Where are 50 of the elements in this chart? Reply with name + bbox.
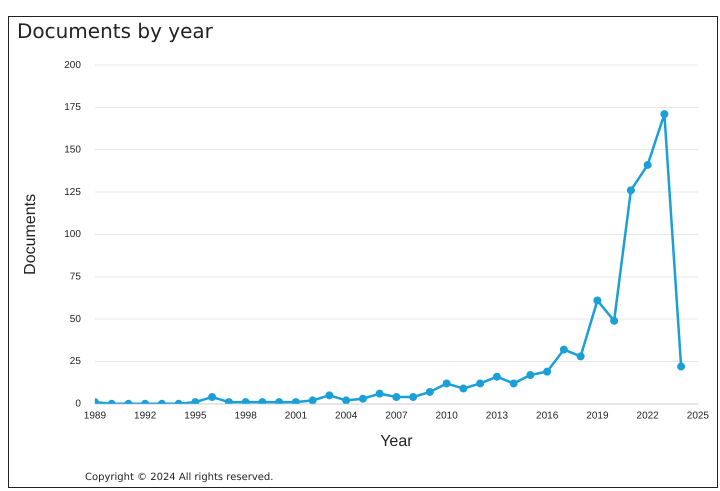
- point: [543, 368, 552, 376]
- point: [644, 160, 652, 169]
- y-axis-title: Documents: [22, 194, 40, 275]
- point: [426, 388, 434, 396]
- point: [459, 384, 468, 393]
- point: [208, 393, 216, 402]
- y-tick-label: 100: [64, 229, 82, 240]
- x-tick-label: 1998: [234, 410, 258, 422]
- y-tick-label: 50: [70, 314, 82, 325]
- point: [376, 390, 384, 398]
- point: [492, 372, 501, 381]
- point: [626, 186, 635, 194]
- y-tick-label: 75: [70, 272, 82, 282]
- x-tick-label: 2010: [436, 410, 458, 422]
- y-tick-label: 175: [64, 102, 82, 114]
- point: [593, 296, 602, 304]
- point: [526, 371, 534, 379]
- point: [476, 379, 484, 388]
- y-tick-label: 150: [64, 144, 82, 156]
- point: [308, 396, 317, 404]
- x-tick-label: 2019: [586, 410, 609, 422]
- point: [392, 393, 400, 402]
- x-tick-label: 1992: [134, 410, 157, 422]
- point: [342, 396, 350, 404]
- y-tick-label: 25: [70, 356, 82, 368]
- x-tick-label: 2013: [486, 410, 508, 422]
- point: [358, 394, 367, 403]
- y-tick-label: 200: [64, 60, 82, 71]
- point: [677, 362, 686, 371]
- point: [610, 316, 618, 325]
- y-tick-label: 0: [75, 398, 82, 410]
- point: [325, 391, 334, 400]
- x-tick-label: 2022: [636, 410, 660, 422]
- point: [442, 379, 451, 388]
- point: [560, 346, 568, 354]
- chart-title: Documents by year: [17, 19, 214, 44]
- x-tick-label: 2016: [536, 410, 559, 422]
- x-tick-label: 2025: [686, 410, 710, 422]
- y-tick-label: 125: [64, 186, 82, 198]
- x-tick-label: 2004: [335, 410, 358, 422]
- x-tick-label: 2007: [385, 410, 408, 422]
- x-tick-label: 1995: [184, 410, 207, 422]
- x-axis-title: Year: [380, 432, 414, 450]
- text: Copyright © 2024 All rights reserved.: [85, 472, 274, 483]
- point: [510, 379, 518, 388]
- point: [409, 393, 418, 402]
- x-tick-label: 1989: [84, 410, 106, 422]
- x-tick-label: 2001: [284, 410, 308, 422]
- point: [576, 352, 585, 360]
- point: [660, 110, 668, 118]
